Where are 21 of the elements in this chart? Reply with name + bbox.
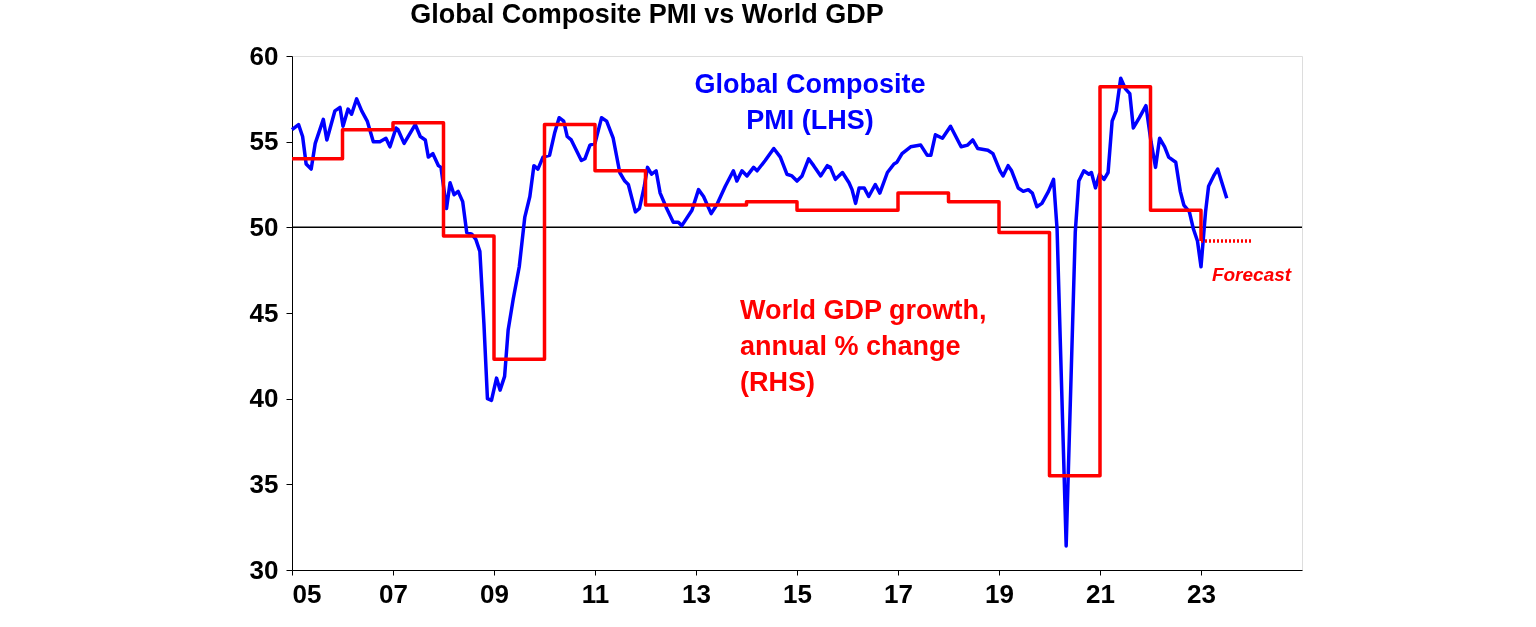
x-tick-label: 05: [292, 578, 322, 609]
x-tick-label: 15: [783, 578, 812, 609]
x-tick-label: 19: [985, 578, 1014, 609]
x-tick-label: 17: [884, 578, 913, 609]
x-tick-label: 11: [581, 578, 610, 609]
x-tick-label: 09: [480, 578, 509, 609]
y-tick-label: 50: [249, 211, 279, 242]
x-tick-label: 07: [379, 578, 408, 609]
series-label: Global Composite PMI (LHS): [694, 69, 926, 135]
chart-title: Global Composite PMI vs World GDP: [410, 0, 884, 29]
y-tick-label: 45: [249, 297, 279, 328]
y-tick-label: 55: [249, 126, 279, 157]
y-tick-label: 35: [249, 468, 279, 499]
annotation: Forecast: [1211, 264, 1292, 286]
x-tick-label: 23: [1187, 578, 1216, 609]
y-tick-label: 40: [249, 383, 279, 414]
x-tick-label: 13: [682, 578, 711, 609]
x-tick-label: 21: [1086, 578, 1115, 609]
y-tick-label: 30: [249, 554, 279, 585]
text: World GDP growth, annual % change (RHS): [740, 295, 987, 397]
y-tick-label: 60: [249, 40, 279, 71]
